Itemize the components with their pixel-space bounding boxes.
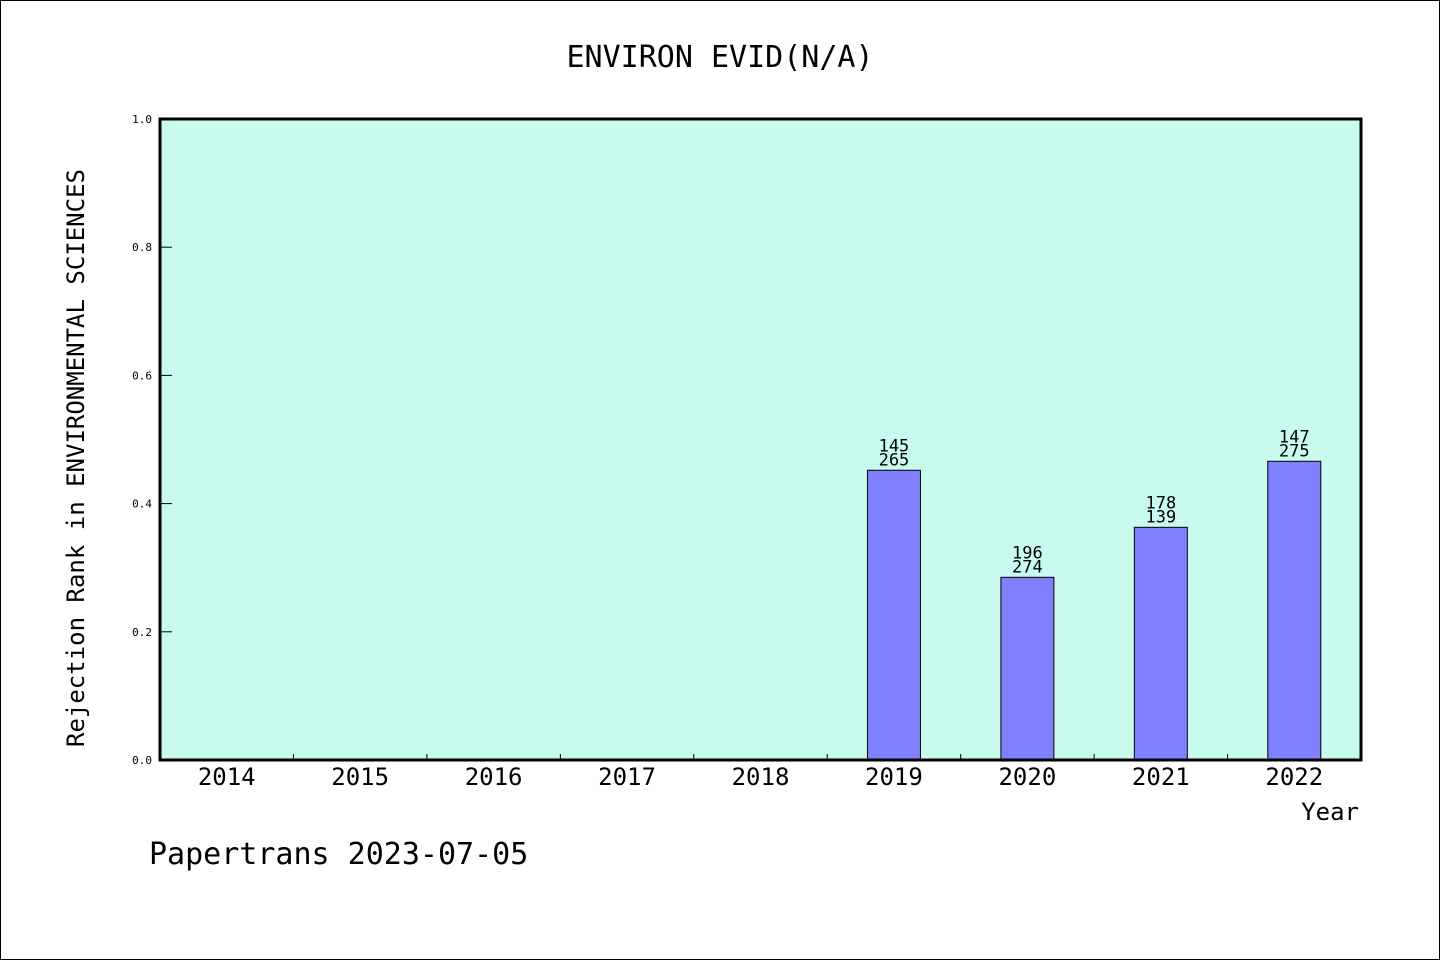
plot-border bbox=[158, 117, 1363, 762]
x-tick-label-2017: 2017 bbox=[598, 763, 656, 791]
footer-text: Papertrans 2023-07-05 bbox=[149, 837, 528, 872]
x-axis-ticks: 2014 2015 2016 2017 2018 2019 2020 2021 2022 bbox=[198, 754, 1323, 791]
y-tick-label: 0.8 bbox=[132, 241, 152, 254]
y-axis-title: Rejection Rank in ENVIRONMENTAL SCIENCES bbox=[62, 169, 90, 747]
x-tick-label-2020: 2020 bbox=[998, 763, 1056, 791]
x-tick-label-2016: 2016 bbox=[465, 763, 523, 791]
x-tick-label-2018: 2018 bbox=[732, 763, 790, 791]
x-tick-label-2014: 2014 bbox=[198, 763, 256, 791]
bar-label-bottom-2020: 274 bbox=[1012, 557, 1043, 577]
y-tick-label: 0.6 bbox=[132, 369, 152, 382]
bar-label-top-2019: 145 bbox=[879, 436, 910, 456]
x-axis-title: Year bbox=[1301, 798, 1359, 826]
y-axis-ticks: 0.0 0.2 0.4 0.6 0.8 1.0 bbox=[132, 113, 172, 767]
x-tick-label-2019: 2019 bbox=[865, 763, 923, 791]
bar-label-bottom-2019: 265 bbox=[879, 450, 910, 470]
bar-label-top-2021: 178 bbox=[1145, 493, 1176, 513]
x-tick-label-2015: 2015 bbox=[331, 763, 389, 791]
x-tick-label-2022: 2022 bbox=[1265, 763, 1323, 791]
y-tick-label: 0.0 bbox=[132, 754, 152, 767]
bar-2021 bbox=[1133, 526, 1188, 761]
bar-2019 bbox=[866, 469, 921, 761]
bar-2020 bbox=[1000, 576, 1055, 761]
chart-title: ENVIRON EVID(N/A) bbox=[566, 40, 873, 75]
bar-label-top-2022: 147 bbox=[1279, 427, 1310, 447]
y-tick-label: 1.0 bbox=[132, 113, 152, 126]
y-tick-label: 0.2 bbox=[132, 626, 152, 639]
bars-group bbox=[866, 460, 1322, 761]
bar-label-top-2020: 196 bbox=[1012, 543, 1043, 563]
bar-label-bottom-2021: 139 bbox=[1145, 507, 1176, 527]
bar-2022 bbox=[1267, 460, 1322, 761]
x-tick-label-2021: 2021 bbox=[1132, 763, 1190, 791]
y-tick-label: 0.4 bbox=[132, 498, 152, 511]
bar-label-bottom-2022: 275 bbox=[1279, 441, 1310, 461]
